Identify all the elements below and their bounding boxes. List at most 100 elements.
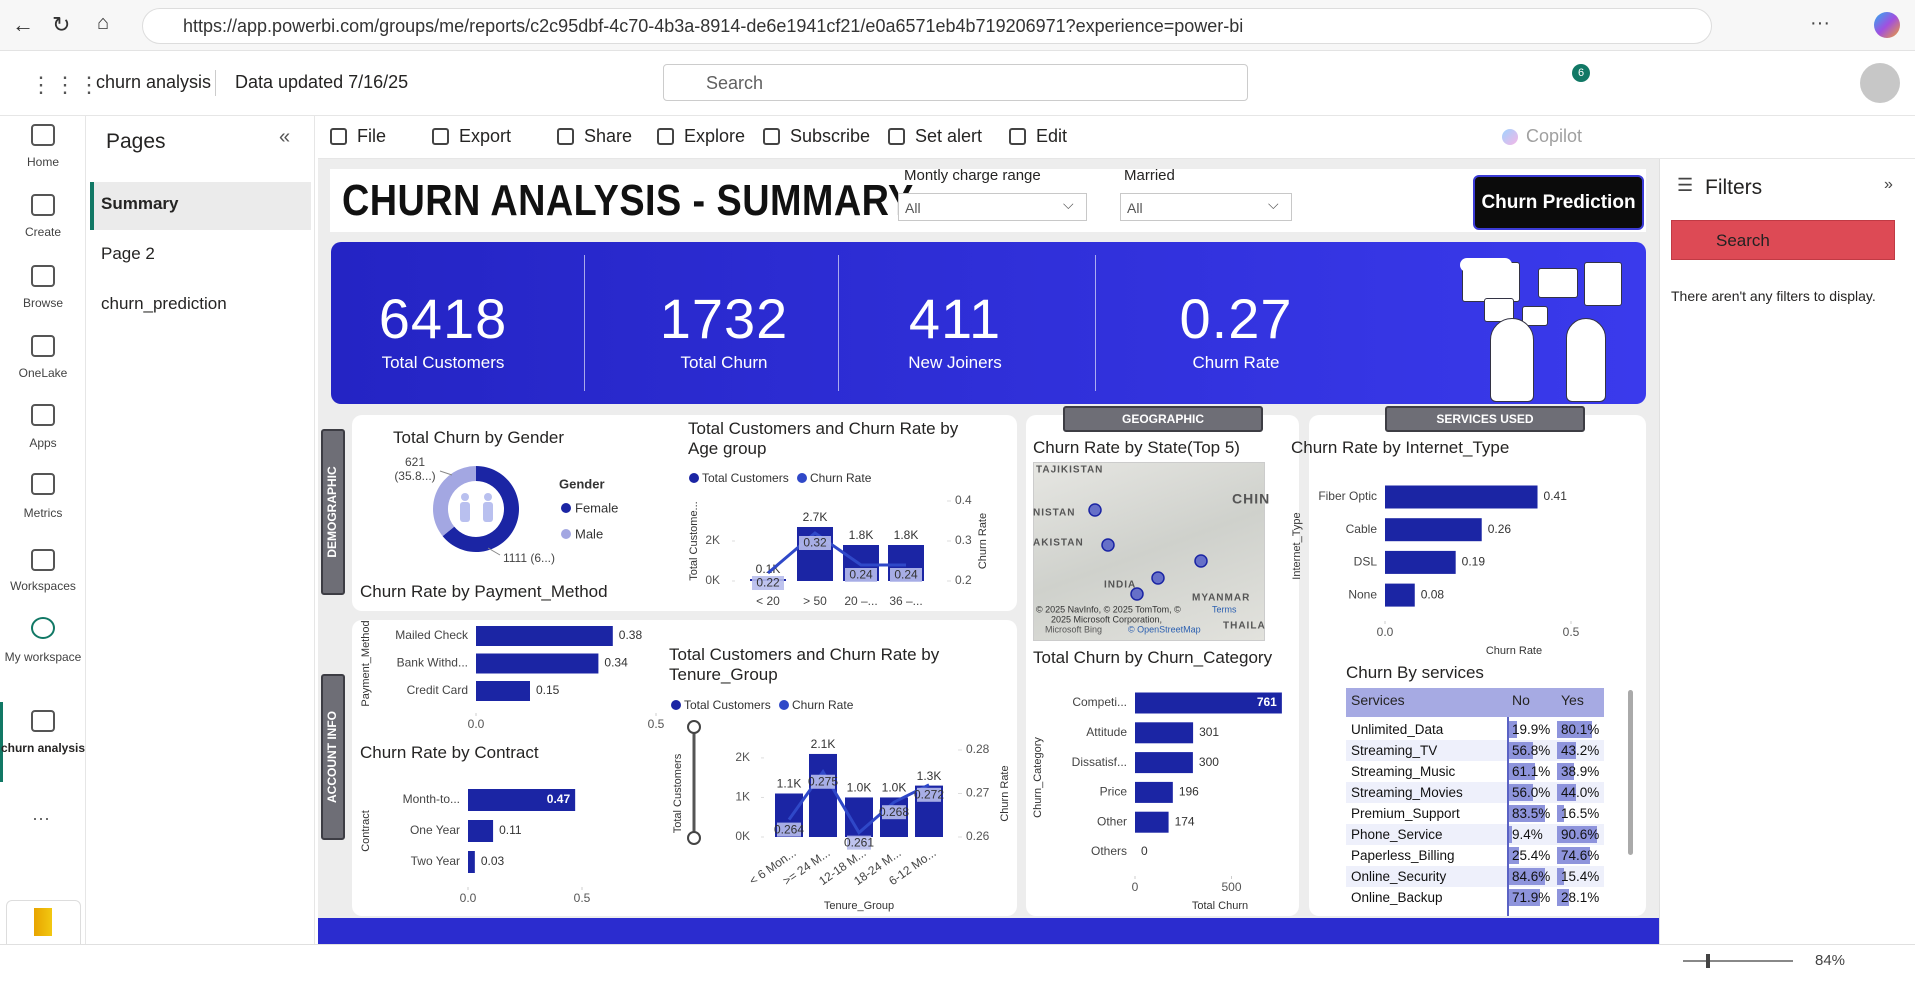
nav-icon[interactable] [31, 265, 55, 287]
filter-search[interactable] [1671, 220, 1895, 260]
page-tab[interactable]: churn_prediction [101, 294, 227, 313]
map-label: THAILA [1223, 621, 1266, 632]
copilot-icon[interactable] [1874, 12, 1900, 38]
churn-prediction-button[interactable]: Churn Prediction [1473, 175, 1644, 230]
home-button[interactable]: ⌂ [97, 12, 110, 34]
illustration-person [1566, 318, 1606, 402]
collapse-pages[interactable]: « [279, 126, 291, 148]
reload-button[interactable]: ↻ [52, 12, 71, 37]
nav-label[interactable]: My workspace [4, 650, 82, 664]
nav-icon[interactable] [31, 335, 55, 357]
table-cell: 80.1% [1561, 722, 1600, 737]
data-bar [1557, 826, 1597, 843]
kpi-label: Total Customers [381, 353, 505, 372]
nav-label[interactable]: Home [26, 155, 59, 169]
table-header: No [1512, 692, 1530, 708]
nav-label[interactable]: Browse [22, 296, 63, 310]
axis-title: Tenure_Group [824, 900, 894, 912]
table-cell: 74.6% [1561, 848, 1600, 863]
axis-title: Total Customers [672, 753, 684, 833]
zoom-thumb[interactable] [1706, 954, 1710, 968]
toolbar-button[interactable]: Set alert [915, 126, 983, 146]
nav-label[interactable]: OneLake [18, 366, 68, 380]
address-bar[interactable] [142, 8, 1712, 44]
section-tab [321, 429, 345, 595]
table-row [1346, 740, 1604, 761]
chart-title: Churn By services [1346, 663, 1484, 682]
toolbar-button[interactable]: Explore [684, 126, 746, 146]
bar-label: 1.8K [894, 528, 919, 542]
nav-label[interactable]: Metrics [23, 506, 63, 520]
nav-icon[interactable] [31, 617, 55, 639]
bar-label: 0.34 [604, 656, 628, 670]
copilot-button[interactable]: Copilot [1526, 126, 1583, 146]
table-row [1346, 719, 1604, 740]
back-button[interactable]: ← [12, 12, 34, 37]
browser-menu[interactable]: ··· [1810, 12, 1830, 34]
nav-label[interactable]: Apps [29, 436, 57, 450]
toolbar-button[interactable]: Share [584, 126, 633, 146]
table-cell: 43.2% [1561, 743, 1600, 758]
x-tick-label: 500 [1221, 880, 1241, 894]
nav-icon[interactable] [31, 404, 55, 426]
bar-label: 1.3K [917, 769, 942, 783]
toolbar-button[interactable]: Export [459, 126, 512, 146]
toolbar-button[interactable]: Edit [1036, 126, 1068, 146]
chart-title: Churn Rate by Internet_Type [1291, 438, 1510, 457]
bar-label: 0.11 [499, 823, 522, 837]
nav-label[interactable]: Workspaces [10, 579, 76, 593]
toolbar-button[interactable]: Subscribe [790, 126, 871, 146]
collapse-filters[interactable]: » [1884, 176, 1893, 193]
bar [1385, 583, 1415, 607]
data-bar [1508, 742, 1533, 759]
person-icon [461, 493, 469, 501]
table-cell: Streaming_TV [1351, 743, 1438, 758]
nav-icon[interactable] [31, 473, 55, 495]
table-cell: Streaming_Movies [1351, 785, 1463, 800]
page-tab[interactable]: Page 2 [101, 244, 155, 263]
search-box[interactable] [663, 64, 1248, 101]
table-scrollbar[interactable] [1628, 690, 1633, 855]
nav-label[interactable]: churn analysis [0, 741, 86, 755]
axis-title: Internet_Type [1291, 512, 1303, 579]
nav-icon[interactable] [31, 549, 55, 571]
filters-pane [1659, 159, 1915, 944]
toolbar-icon [432, 128, 449, 145]
table-cell: 16.5% [1561, 806, 1600, 821]
y2-tick-label: 0.28 [966, 742, 990, 756]
zoom-slider[interactable] [1683, 960, 1793, 962]
illustration-cloud [1460, 258, 1512, 272]
slicer-dropdown[interactable] [898, 193, 1087, 221]
legend-label: Male [575, 526, 603, 541]
report-name[interactable]: churn analysis [96, 72, 212, 92]
kpi-divider [838, 255, 839, 391]
x-tick-label: 0.0 [468, 717, 485, 731]
toolbar-button[interactable]: File [357, 126, 387, 146]
nav-icon[interactable] [31, 194, 55, 216]
nav-icon[interactable] [31, 710, 55, 732]
more-nav[interactable]: ··· [32, 808, 50, 828]
bar [468, 789, 576, 811]
line-label: 0.24 [849, 568, 873, 582]
data-bar [1508, 763, 1535, 780]
data-updated[interactable]: Data updated 7/16/25 [235, 72, 409, 92]
slicer-dropdown[interactable] [1120, 193, 1292, 221]
avatar[interactable] [1860, 63, 1900, 103]
table-row [1346, 782, 1604, 803]
search-placeholder: Search [706, 73, 764, 93]
map-attribution: Microsoft Bing [1045, 624, 1102, 634]
map-label: INDIA [1104, 580, 1136, 591]
app-launcher[interactable]: ⋮⋮⋮ [30, 72, 102, 97]
x-tick-label: < 20 [756, 594, 780, 608]
axis-title: Total Custome... [688, 501, 700, 580]
bar-label: 0.03 [481, 854, 505, 868]
category-label: Other [1097, 814, 1127, 828]
map-point [1151, 571, 1165, 585]
table-row [1346, 824, 1604, 845]
y-tick-label: 2K [735, 750, 750, 764]
nav-icon[interactable] [31, 124, 55, 146]
category-label: Others [1091, 844, 1127, 858]
nav-label[interactable]: Create [24, 225, 62, 239]
kpi-value: 411 [908, 287, 1002, 350]
page-tab[interactable]: Summary [101, 194, 179, 213]
